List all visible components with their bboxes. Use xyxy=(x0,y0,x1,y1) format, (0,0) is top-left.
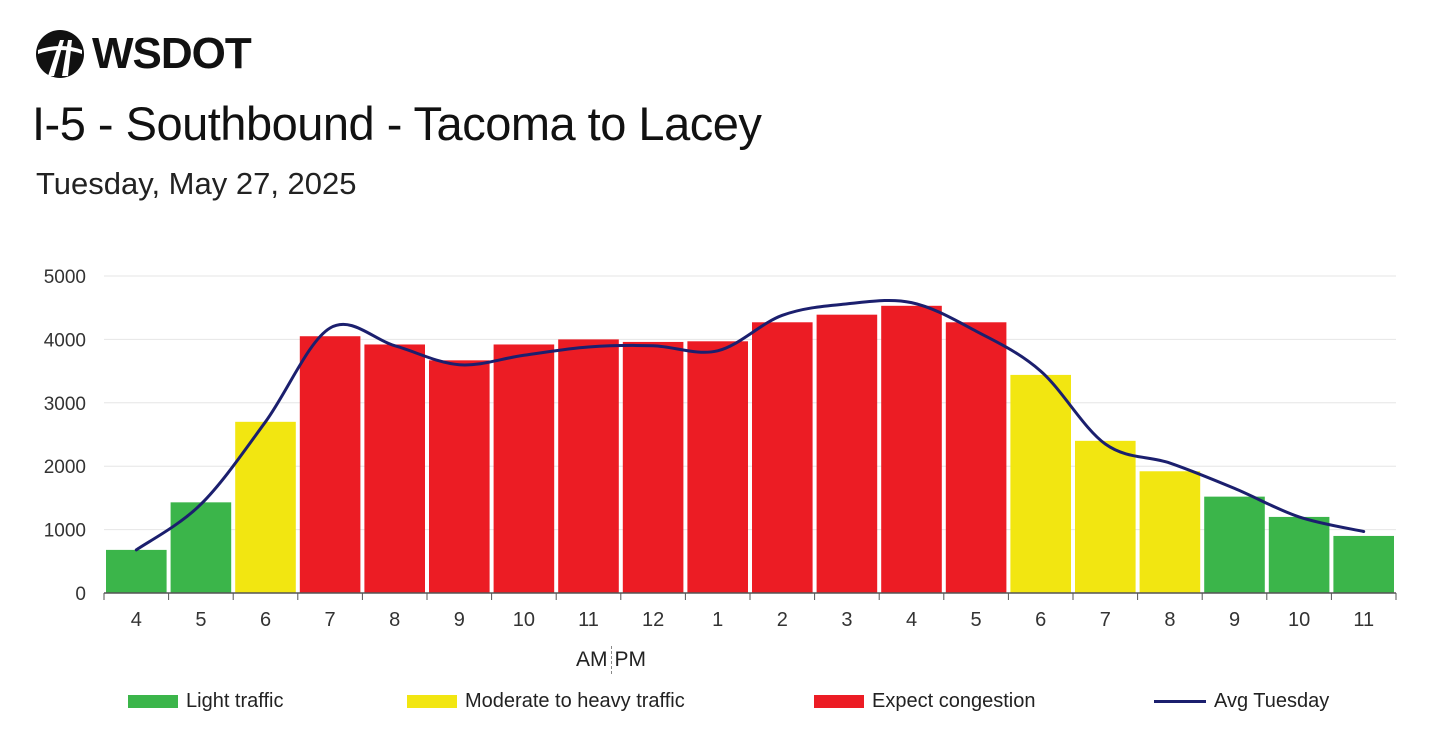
x-tick-label: 4 xyxy=(906,609,917,631)
bar xyxy=(687,341,748,593)
bar xyxy=(429,360,490,593)
legend-congestion-label: Expect congestion xyxy=(872,690,1036,712)
bar xyxy=(1010,374,1071,593)
legend-avg-swatch xyxy=(1154,700,1206,703)
x-tick-label: 6 xyxy=(260,609,271,631)
legend-light-label: Light traffic xyxy=(186,690,284,712)
legend-light-swatch xyxy=(128,695,178,708)
y-tick-label: 4000 xyxy=(44,330,86,351)
y-tick-label: 3000 xyxy=(44,394,86,415)
bar xyxy=(1204,496,1265,593)
bar xyxy=(364,344,425,593)
x-tick-label: 8 xyxy=(1164,609,1175,631)
legend-moderate-swatch xyxy=(407,695,457,708)
bar xyxy=(945,322,1007,593)
wsdot-logo: WSDOT xyxy=(34,28,252,80)
bar xyxy=(106,549,167,593)
x-tick-label: 8 xyxy=(389,609,400,631)
bar xyxy=(558,339,619,593)
bar xyxy=(752,322,813,593)
am-pm-separator xyxy=(610,646,612,674)
chart-subtitle: Tuesday, May 27, 2025 xyxy=(36,166,357,201)
x-tick-label: 9 xyxy=(1229,609,1240,631)
x-tick-label: 2 xyxy=(777,609,788,631)
x-tick-label: 4 xyxy=(131,609,142,631)
x-tick-label: 1 xyxy=(712,609,723,631)
y-tick-label: 1000 xyxy=(44,521,86,542)
legend-avg: Avg Tuesday xyxy=(1154,690,1329,713)
x-tick-label: 3 xyxy=(841,609,852,631)
x-tick-label: 9 xyxy=(454,609,465,631)
bar xyxy=(816,314,878,593)
bar xyxy=(1268,516,1330,593)
bar xyxy=(170,502,232,593)
bar xyxy=(1333,535,1394,593)
legend-avg-label: Avg Tuesday xyxy=(1214,690,1330,712)
x-tick-label: 12 xyxy=(642,609,664,631)
x-tick-label: 5 xyxy=(971,609,982,631)
legend-moderate: Moderate to heavy traffic xyxy=(407,690,685,713)
bar xyxy=(1075,440,1136,593)
legend-moderate-label: Moderate to heavy traffic xyxy=(465,690,685,712)
brand-name: WSDOT xyxy=(92,29,252,78)
y-tick-label: 0 xyxy=(75,584,86,605)
legend-congestion: Expect congestion xyxy=(814,690,1035,713)
x-tick-label: 11 xyxy=(1353,609,1374,631)
wsdot-emblem-icon xyxy=(36,30,84,78)
y-tick-label: 2000 xyxy=(44,457,86,478)
avg-tuesday-line xyxy=(134,298,1366,552)
bar xyxy=(881,305,942,593)
bar xyxy=(493,344,555,593)
chart-title: I-5 - Southbound - Tacoma to Lacey xyxy=(32,97,762,150)
am-label: AM xyxy=(576,648,608,671)
x-tick-label: 6 xyxy=(1035,609,1046,631)
x-tick-label: 11 xyxy=(578,609,599,631)
bar xyxy=(299,336,361,593)
x-tick-label: 5 xyxy=(195,609,206,631)
pm-label: PM xyxy=(614,648,647,671)
y-tick-label: 5000 xyxy=(44,267,86,288)
bar xyxy=(622,341,684,593)
legend-congestion-swatch xyxy=(814,695,864,708)
chart-legend: Light traffic Moderate to heavy traffic … xyxy=(0,690,1440,720)
x-tick-label: 10 xyxy=(1288,609,1310,631)
x-tick-label: 7 xyxy=(1100,609,1111,631)
am-pm-divider: AM PM xyxy=(576,646,646,674)
bar xyxy=(1139,471,1201,593)
bar xyxy=(235,421,296,593)
x-tick-label: 10 xyxy=(513,609,535,631)
legend-light: Light traffic xyxy=(128,690,283,713)
x-tick-label: 7 xyxy=(325,609,336,631)
